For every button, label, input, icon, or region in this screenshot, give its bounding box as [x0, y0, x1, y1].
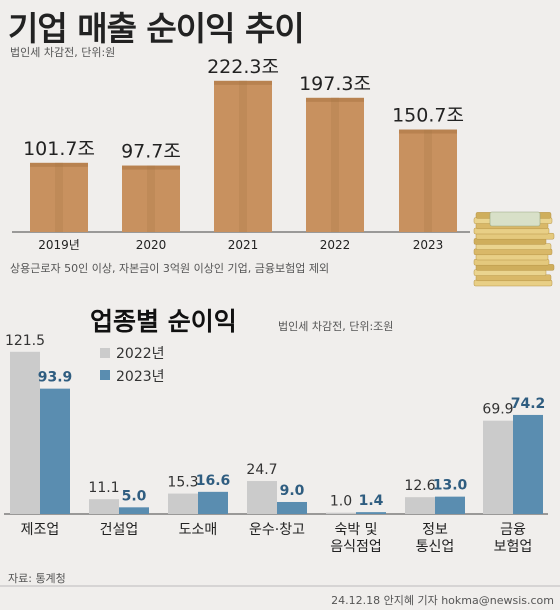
bar-2022-2 [168, 493, 198, 514]
value-2022-5: 12.6 [404, 478, 435, 494]
bar-2022-3 [247, 481, 277, 514]
value-2023-3: 9.0 [280, 483, 305, 499]
revenue-value-label-1: 97.7조 [121, 141, 181, 163]
value-2023-1: 5.0 [122, 488, 147, 504]
bar-2023-2 [198, 491, 228, 514]
legend-swatch-2023 [100, 370, 110, 380]
industry-label-5-0: 정보 [422, 522, 448, 538]
value-2022-1: 11.1 [88, 480, 119, 496]
legend-label-2022: 2022년 [116, 346, 165, 362]
page-title: 기업 매출 순이익 추이 [8, 9, 305, 48]
revenue-value-label-0: 101.7조 [23, 138, 95, 160]
value-2022-0: 121.5 [5, 333, 45, 349]
bar-2023-6 [513, 414, 543, 514]
revenue-value-label-2: 222.3조 [207, 56, 279, 78]
industry-label-2-0: 도소매 [179, 522, 218, 538]
revenue-value-label-4: 150.7조 [392, 105, 464, 127]
box-tape-1 [147, 165, 155, 232]
industry-label-1-0: 건설업 [100, 522, 139, 538]
industry-label-4-0: 숙박 및 [334, 522, 377, 538]
revenue-value-label-3: 197.3조 [299, 73, 371, 95]
money-band [489, 211, 541, 227]
bar-2023-5 [435, 496, 465, 514]
top-chart-note: 법인세 차감전, 단위:원 [10, 46, 116, 59]
box-lid-3 [306, 97, 364, 102]
industry-label-5-1: 통신업 [416, 539, 455, 555]
box-tape-3 [331, 97, 339, 232]
bar-2022-4 [326, 512, 356, 514]
year-tick-label-2: 2021 [228, 238, 259, 252]
source-note: 자료: 통계청 [8, 572, 66, 585]
box-lid-1 [122, 165, 180, 170]
legend-label-2023: 2023년 [116, 369, 165, 385]
bar-2022-5 [405, 497, 435, 514]
year-tick-label-0: 2019년 [38, 238, 80, 252]
value-2023-4: 1.4 [359, 493, 384, 509]
bar-2022-1 [89, 499, 119, 514]
box-lid-0 [30, 162, 88, 167]
bar-2023-1 [119, 507, 149, 514]
industry-label-3-0: 운수·창고 [249, 522, 305, 538]
value-2022-3: 24.7 [246, 462, 277, 478]
bar-2023-4 [356, 512, 386, 514]
box-tape-2 [239, 80, 247, 232]
value-2023-0: 93.9 [38, 370, 73, 386]
legend-swatch-2022 [100, 348, 110, 358]
industry-chart-note: 법인세 차감전, 단위:조원 [278, 320, 393, 333]
credit-line: 24.12.18 안지혜 기자 hokma@newsis.com [331, 594, 554, 607]
value-2022-6: 69.9 [482, 402, 513, 418]
bar-2022-0 [10, 351, 40, 514]
box-lid-2 [214, 80, 272, 85]
box-tape-0 [55, 162, 63, 232]
bar-2023-3 [277, 501, 307, 514]
value-2023-2: 16.6 [196, 473, 231, 489]
year-tick-label-4: 2023 [413, 238, 444, 252]
bar-2023-0 [40, 388, 70, 514]
year-tick-label-1: 2020 [136, 238, 167, 252]
industry-label-0-0: 제조업 [21, 522, 60, 538]
industry-chart-title: 업종별 순이익 [90, 307, 237, 336]
industry-label-4-1: 음식점업 [330, 539, 382, 555]
industry-label-6-1: 보험업 [494, 539, 533, 555]
value-2023-5: 13.0 [433, 478, 468, 494]
box-tape-4 [424, 129, 432, 232]
industry-label-6-0: 금융 [500, 522, 526, 538]
value-2022-2: 15.3 [167, 475, 198, 491]
bar-2022-6 [483, 420, 513, 514]
box-lid-4 [399, 129, 457, 134]
value-2022-4: 1.0 [330, 494, 352, 510]
top-chart-footnote: 상용근로자 50인 이상, 자본금이 3억원 이상인 기업, 금융보험업 제외 [10, 262, 329, 275]
value-2023-6: 74.2 [511, 396, 546, 412]
year-tick-label-3: 2022 [320, 238, 351, 252]
